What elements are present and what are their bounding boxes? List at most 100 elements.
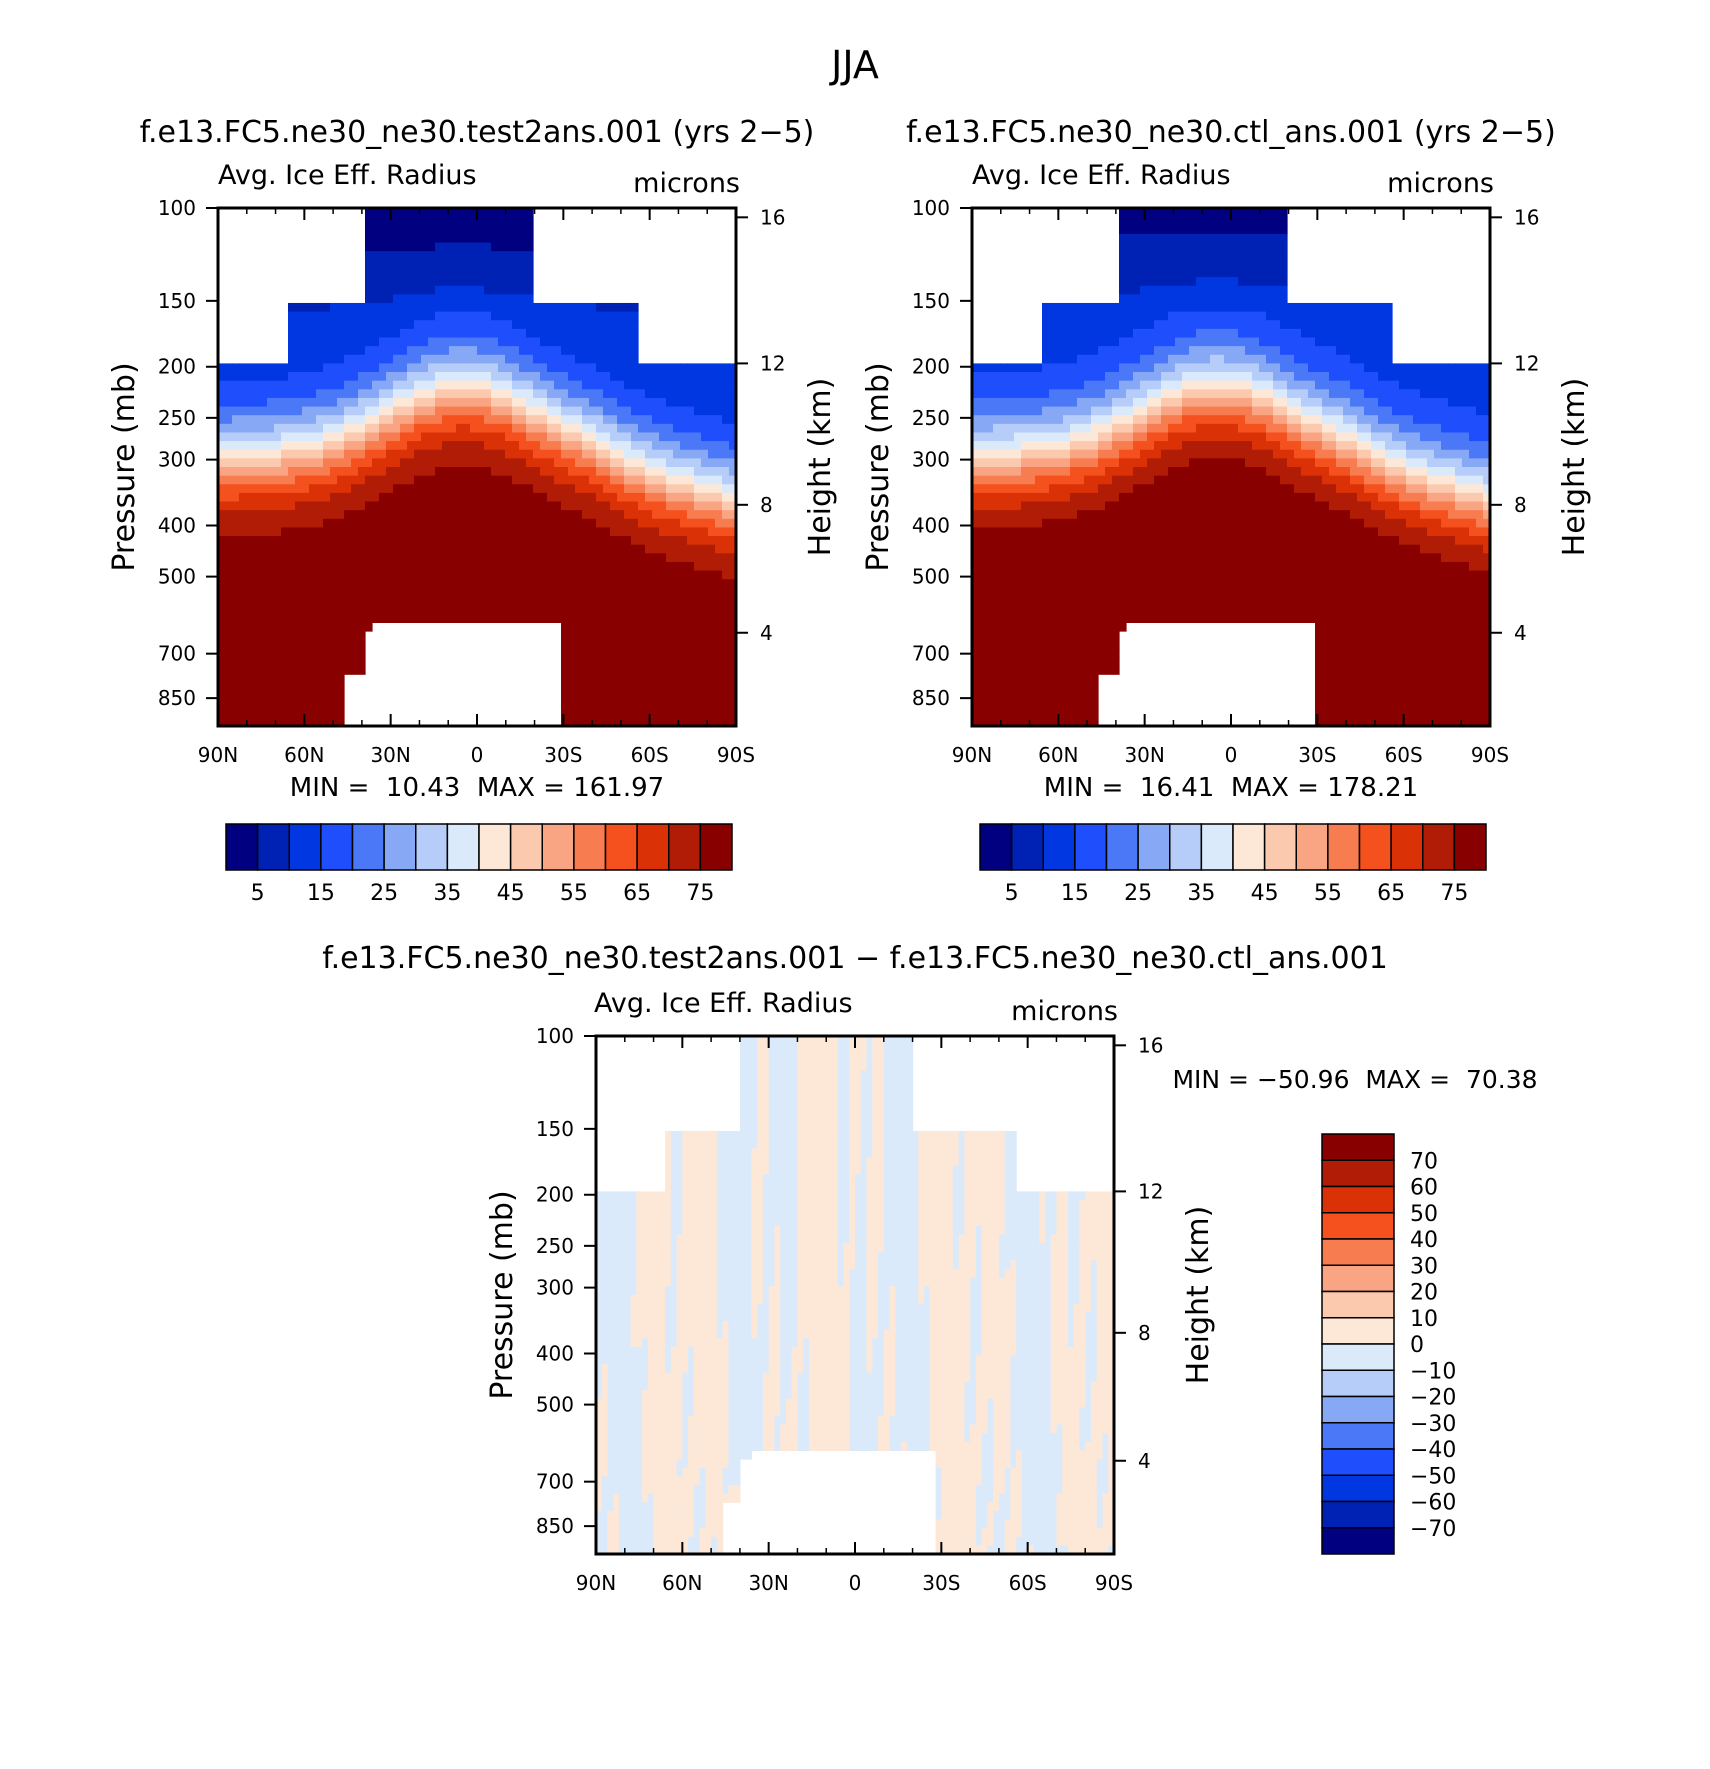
- field-cell: [652, 536, 660, 546]
- field-cell: [477, 277, 485, 287]
- field-cell: [1161, 432, 1169, 442]
- field-cell: [603, 665, 611, 675]
- field-cell: [1112, 397, 1120, 408]
- field-cell: [589, 432, 597, 442]
- field-cell: [1182, 294, 1190, 304]
- field-cell: [680, 458, 688, 468]
- field-cell: [505, 397, 513, 408]
- field-cell: [302, 613, 310, 623]
- field-cell: [554, 613, 562, 623]
- field-cell: [1056, 449, 1064, 459]
- field-cell: [1035, 717, 1043, 726]
- field-cell: [260, 492, 268, 503]
- field-cell: [708, 665, 716, 675]
- field-cell: [645, 648, 653, 658]
- field-cell: [330, 397, 338, 408]
- field-cell: [1182, 570, 1190, 580]
- field-cell: [986, 561, 994, 572]
- field-cell: [1112, 665, 1120, 675]
- field-cell: [1007, 492, 1015, 503]
- field-cell: [260, 561, 268, 572]
- field-cell: [442, 501, 450, 511]
- field-cell: [428, 294, 436, 304]
- field-cell: [708, 492, 716, 503]
- field-cell: [484, 518, 492, 529]
- field-cell: [1021, 363, 1029, 373]
- field-cell: [428, 570, 436, 580]
- field-cell: [729, 682, 736, 693]
- field-cell: [582, 311, 590, 321]
- field-cell: [477, 397, 485, 408]
- field-cell: [288, 518, 296, 529]
- field-cell: [673, 484, 681, 494]
- field-cell: [218, 691, 226, 701]
- field-cell: [1182, 311, 1190, 321]
- field-cell: [1126, 484, 1134, 494]
- field-cell: [253, 423, 261, 434]
- field-cell: [972, 536, 980, 546]
- field-cell: [589, 458, 597, 468]
- field-cell: [449, 423, 457, 434]
- field-cell: [337, 320, 345, 330]
- field-cell: [414, 570, 422, 580]
- field-cell: [1077, 389, 1085, 399]
- field-cell: [568, 708, 576, 718]
- field-cell: [1133, 458, 1141, 468]
- field-cell: [393, 242, 401, 252]
- field-cell: [1077, 363, 1085, 373]
- field-cell: [428, 423, 436, 434]
- field-cell: [456, 561, 464, 572]
- field-cell: [1140, 328, 1148, 339]
- field-cell: [463, 544, 471, 554]
- field-cell: [1084, 510, 1092, 520]
- field-cell: [1098, 648, 1106, 658]
- field-cell: [281, 579, 289, 589]
- field-cell: [1105, 510, 1113, 520]
- field-cell: [1042, 449, 1050, 459]
- field-cell: [1021, 587, 1029, 598]
- field-cell: [638, 674, 646, 684]
- field-cell: [330, 354, 338, 364]
- field-cell: [484, 337, 492, 347]
- field-cell: [519, 432, 527, 442]
- field-cell: [589, 656, 597, 667]
- field-cell: [1014, 510, 1022, 520]
- field-cell: [1161, 242, 1169, 252]
- field-cell: [596, 337, 604, 347]
- field-cell: [358, 397, 366, 408]
- field-cell: [673, 510, 681, 520]
- field-cell: [659, 570, 667, 580]
- field-cell: [554, 372, 562, 382]
- field-cell: [302, 423, 310, 434]
- field-cell: [1077, 432, 1085, 442]
- field-cell: [372, 449, 380, 459]
- field-cell: [365, 613, 373, 623]
- field-cell: [505, 553, 513, 563]
- field-cell: [512, 587, 520, 598]
- field-cell: [1091, 492, 1099, 503]
- field-cell: [302, 553, 310, 563]
- field-cell: [1000, 708, 1008, 718]
- field-cell: [309, 415, 317, 425]
- field-cell: [379, 311, 387, 321]
- field-cell: [624, 328, 632, 339]
- field-cell: [1147, 613, 1155, 623]
- field-cell: [638, 380, 646, 390]
- field-cell: [708, 467, 716, 477]
- field-cell: [407, 346, 415, 356]
- field-cell: [435, 251, 443, 261]
- field-cell: [302, 622, 310, 632]
- field-cell: [1147, 346, 1155, 356]
- field-cell: [365, 208, 373, 218]
- field-cell: [1112, 544, 1120, 554]
- panel-a-colorbar: 5 15 25 35 45 55 65 75: [225, 823, 733, 906]
- field-cell: [582, 406, 590, 416]
- field-cell: [561, 397, 569, 408]
- field-cell: [288, 587, 296, 598]
- field-cell: [281, 441, 289, 451]
- field-cell: [603, 354, 611, 364]
- field-cell: [673, 561, 681, 572]
- field-cell: [435, 475, 443, 485]
- field-cell: [253, 570, 261, 580]
- field-cell: [519, 363, 527, 373]
